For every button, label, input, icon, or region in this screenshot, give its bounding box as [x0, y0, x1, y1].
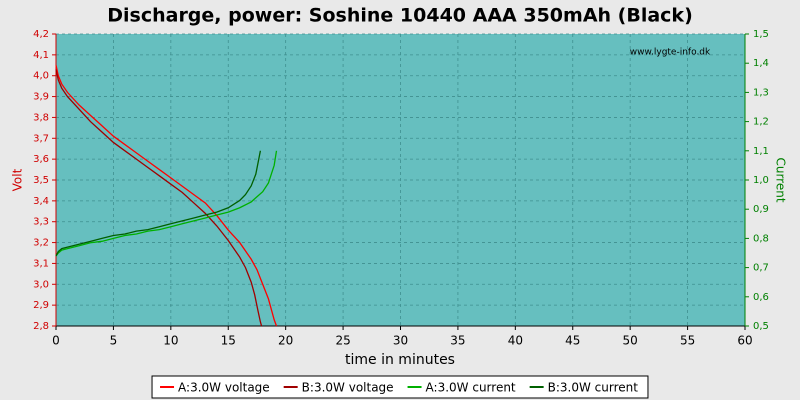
- y2-tick-label: 0,7: [753, 263, 769, 274]
- y-tick-label: 3,7: [33, 133, 49, 144]
- y2-tick-label: 0,8: [753, 233, 769, 244]
- x-tick-label: 5: [110, 334, 118, 348]
- y-tick-label: 2,8: [33, 321, 49, 332]
- annotation: www.lygte-info.dk: [630, 48, 711, 58]
- y-tick-label: 4,0: [33, 71, 49, 82]
- series-line: [55, 150, 262, 257]
- y-tick-label: 3,0: [33, 279, 49, 290]
- y2-tick-label: 0,5: [753, 321, 769, 332]
- x-tick-label: 50: [623, 334, 638, 348]
- y-tick-label: 3,5: [33, 175, 49, 186]
- y2-tick-label: 1,0: [753, 175, 769, 186]
- legend-label: B:3.0W current: [548, 381, 639, 395]
- y-tick-label: 3,1: [33, 258, 49, 269]
- y-axis-label: Volt: [11, 168, 25, 191]
- y-tick-label: 3,3: [33, 217, 49, 228]
- legend: A:3.0W voltage B:3.0W voltage A:3.0W curre…: [151, 375, 649, 399]
- y2-axis-label: Current: [774, 157, 788, 202]
- series-line: [55, 150, 278, 257]
- y2-tick-label: 1,4: [753, 58, 769, 69]
- legend-box: [151, 375, 649, 399]
- y-tick-label: 2,9: [33, 300, 49, 311]
- x-tick-label: 15: [221, 334, 236, 348]
- legend-label: A:3.0W current: [426, 381, 516, 395]
- y2-tick-label: 1,1: [753, 146, 769, 157]
- x-tick-label: 10: [163, 334, 178, 348]
- x-tick-label: 60: [737, 334, 752, 348]
- legend-label: B:3.0W voltage: [302, 381, 394, 395]
- y2-tick-label: 1,2: [753, 117, 769, 128]
- x-tick-label: 35: [450, 334, 465, 348]
- x-tick-label: 0: [52, 334, 60, 348]
- series-line: [55, 65, 278, 327]
- x-tick-label: 40: [508, 334, 523, 348]
- y-tick-label: 4,2: [33, 29, 49, 40]
- x-axis-label: time in minutes: [345, 352, 455, 368]
- y-tick-label: 4,1: [33, 50, 49, 61]
- series-line: [55, 69, 263, 327]
- x-tick-label: 55: [680, 334, 695, 348]
- x-tick-label: 25: [335, 334, 350, 348]
- x-tick-label: 45: [565, 334, 580, 348]
- y-tick-label: 3,6: [33, 154, 49, 165]
- x-tick-label: 30: [393, 334, 408, 348]
- y-tick-label: 3,9: [33, 92, 49, 103]
- legend-label: A:3.0W voltage: [178, 381, 270, 395]
- y-tick-label: 3,4: [33, 196, 49, 207]
- y2-tick-label: 0,9: [753, 204, 769, 215]
- chart-title: Discharge, power: Soshine 10440 AAA 350m…: [107, 5, 693, 27]
- y-tick-label: 3,2: [33, 238, 49, 249]
- y2-tick-label: 1,5: [753, 29, 769, 40]
- y2-tick-label: 0,6: [753, 292, 769, 303]
- y2-tick-label: 1,3: [753, 87, 769, 98]
- x-tick-label: 20: [278, 334, 293, 348]
- y-tick-label: 3,8: [33, 112, 49, 123]
